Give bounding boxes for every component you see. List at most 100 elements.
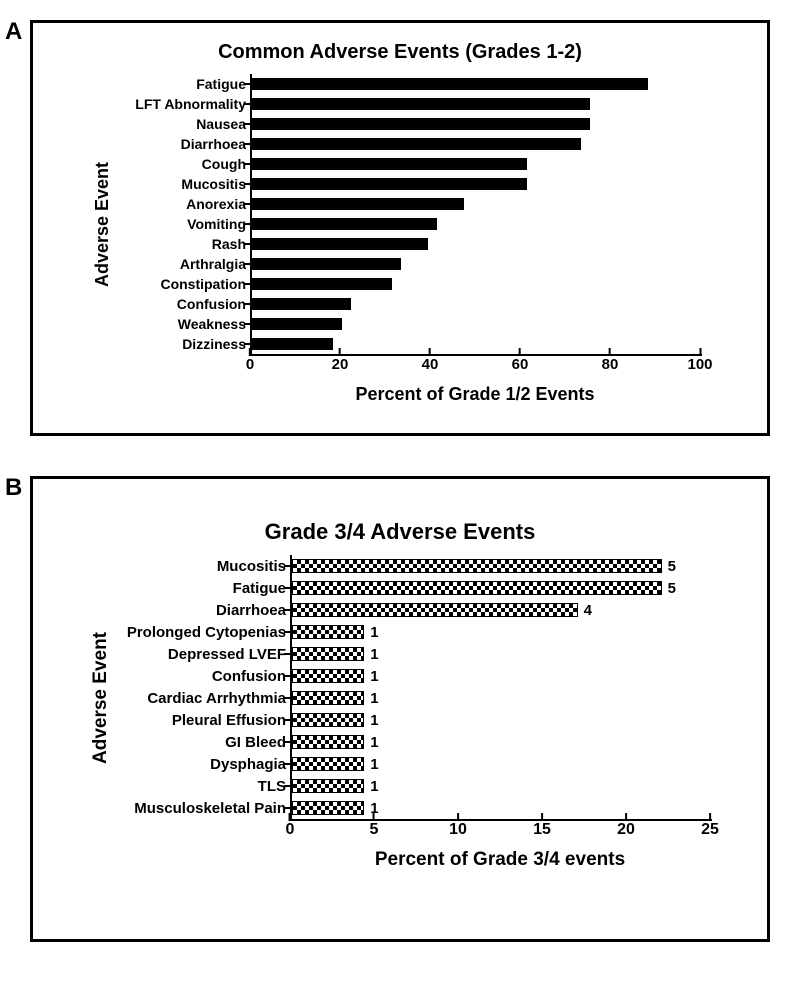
bar-row: Musculoskeletal Pain1 <box>292 797 712 819</box>
bar-row: Mucositis5 <box>292 555 712 577</box>
y-tick-mark <box>284 609 292 611</box>
bar-count: 1 <box>370 646 378 663</box>
y-tick-mark <box>284 565 292 567</box>
bar <box>252 198 464 210</box>
bar <box>292 647 364 660</box>
y-tick-mark <box>244 223 252 225</box>
bar <box>252 238 428 250</box>
bar-row: Mucositis <box>252 174 702 194</box>
bar-count: 1 <box>370 668 378 685</box>
bar <box>252 78 648 90</box>
y-tick-mark <box>244 283 252 285</box>
bar-row: Depressed LVEF1 <box>292 643 712 665</box>
bar <box>292 757 364 770</box>
bar-count: 1 <box>370 756 378 773</box>
x-tick: 0 <box>286 821 295 839</box>
bar-row: Diarrhoea4 <box>292 599 712 621</box>
bar-label: Confusion <box>212 668 292 685</box>
bar-label: Dysphagia <box>210 756 292 773</box>
bar-row: Rash <box>252 234 702 254</box>
x-tick: 10 <box>449 821 467 839</box>
x-tick: 80 <box>602 356 619 373</box>
bar <box>292 691 364 704</box>
bar-label: Arthralgia <box>180 256 252 272</box>
bar-row: Dysphagia1 <box>292 753 712 775</box>
y-tick-mark <box>284 697 292 699</box>
bar-row: Weakness <box>252 314 702 334</box>
panel-a-plot: FatigueLFT AbnormalityNauseaDiarrhoeaCou… <box>250 74 702 356</box>
bar-label: Cardiac Arrhythmia <box>147 690 292 707</box>
bar <box>252 278 392 290</box>
bar-count: 5 <box>668 558 676 575</box>
bar-row: Fatigue5 <box>292 577 712 599</box>
bar-label: Musculoskeletal Pain <box>134 800 292 817</box>
bar-count: 1 <box>370 712 378 729</box>
y-tick-mark <box>244 243 252 245</box>
bar <box>292 801 364 814</box>
y-tick-mark <box>284 741 292 743</box>
y-tick-mark <box>244 263 252 265</box>
bar <box>292 603 578 616</box>
y-tick-mark <box>284 785 292 787</box>
bar <box>252 338 333 350</box>
y-tick-mark <box>244 323 252 325</box>
x-tick: 5 <box>370 821 379 839</box>
panel-b-title: Grade 3/4 Adverse Events <box>33 519 767 545</box>
bar-row: LFT Abnormality <box>252 94 702 114</box>
bar-label: Depressed LVEF <box>168 646 292 663</box>
y-tick-mark <box>284 807 292 809</box>
x-tick: 40 <box>422 356 439 373</box>
y-tick-mark <box>244 123 252 125</box>
bar-label: Confusion <box>177 296 252 312</box>
bar-label: Anorexia <box>186 196 252 212</box>
panel-b: B Grade 3/4 Adverse Events Adverse Event… <box>30 476 770 942</box>
bar <box>292 779 364 792</box>
bar-row: Dizziness <box>252 334 702 354</box>
panel-b-xticks: 0510152025 <box>290 821 710 843</box>
y-tick-mark <box>284 675 292 677</box>
y-tick-mark <box>284 631 292 633</box>
y-tick-mark <box>284 653 292 655</box>
bar <box>292 735 364 748</box>
bar-label: Diarrhoea <box>181 136 252 152</box>
bar-label: Pleural Effusion <box>172 712 292 729</box>
bar <box>252 98 590 110</box>
bar <box>252 178 527 190</box>
bar-row: Cardiac Arrhythmia1 <box>292 687 712 709</box>
bar-row: Nausea <box>252 114 702 134</box>
panel-a-title: Common Adverse Events (Grades 1-2) <box>33 41 767 64</box>
panel-a-xticks: 020406080100 <box>250 356 700 378</box>
panel-a-letter: A <box>5 18 22 46</box>
bar-label: Prolonged Cytopenias <box>127 624 292 641</box>
bar-count: 1 <box>370 624 378 641</box>
panel-b-letter: B <box>5 474 22 502</box>
bar-row: Confusion1 <box>292 665 712 687</box>
y-tick-mark <box>284 587 292 589</box>
bar-count: 1 <box>370 778 378 795</box>
y-tick-mark <box>244 103 252 105</box>
bar <box>252 258 401 270</box>
bar-row: Arthralgia <box>252 254 702 274</box>
y-tick-mark <box>284 719 292 721</box>
y-tick-mark <box>244 83 252 85</box>
y-tick-mark <box>244 143 252 145</box>
bar <box>292 713 364 726</box>
panel-a-yaxis-title: Adverse Event <box>92 162 113 287</box>
bar-row: Prolonged Cytopenias1 <box>292 621 712 643</box>
bar <box>252 138 581 150</box>
bar <box>252 118 590 130</box>
panel-b-yaxis-title: Adverse Event <box>90 632 112 764</box>
bar-label: Constipation <box>160 276 252 292</box>
bar-label: LFT Abnormality <box>135 96 252 112</box>
x-tick: 25 <box>701 821 719 839</box>
bar-label: Diarrhoea <box>216 602 292 619</box>
y-tick-mark <box>244 343 252 345</box>
bar-label: Weakness <box>178 316 252 332</box>
bar-label: Mucositis <box>217 558 292 575</box>
x-tick: 20 <box>332 356 349 373</box>
bar <box>252 298 351 310</box>
bar-row: Diarrhoea <box>252 134 702 154</box>
bar-row: Cough <box>252 154 702 174</box>
y-tick-mark <box>284 763 292 765</box>
x-tick: 15 <box>533 821 551 839</box>
